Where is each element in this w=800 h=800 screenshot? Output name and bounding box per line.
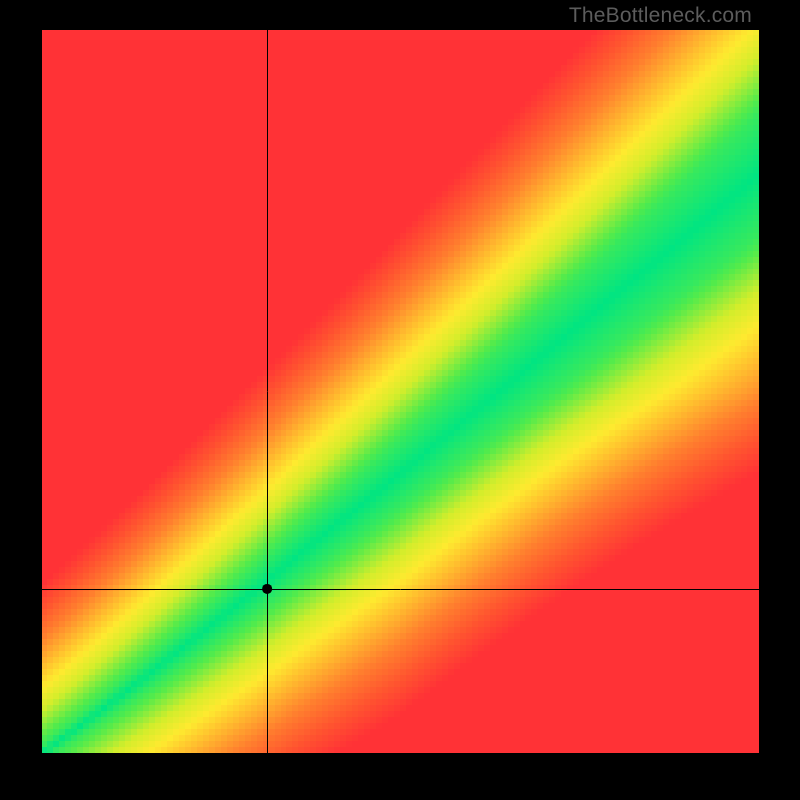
watermark-text: TheBottleneck.com [569, 4, 752, 28]
heatmap-canvas [42, 30, 759, 753]
heatmap-plot [42, 30, 759, 753]
